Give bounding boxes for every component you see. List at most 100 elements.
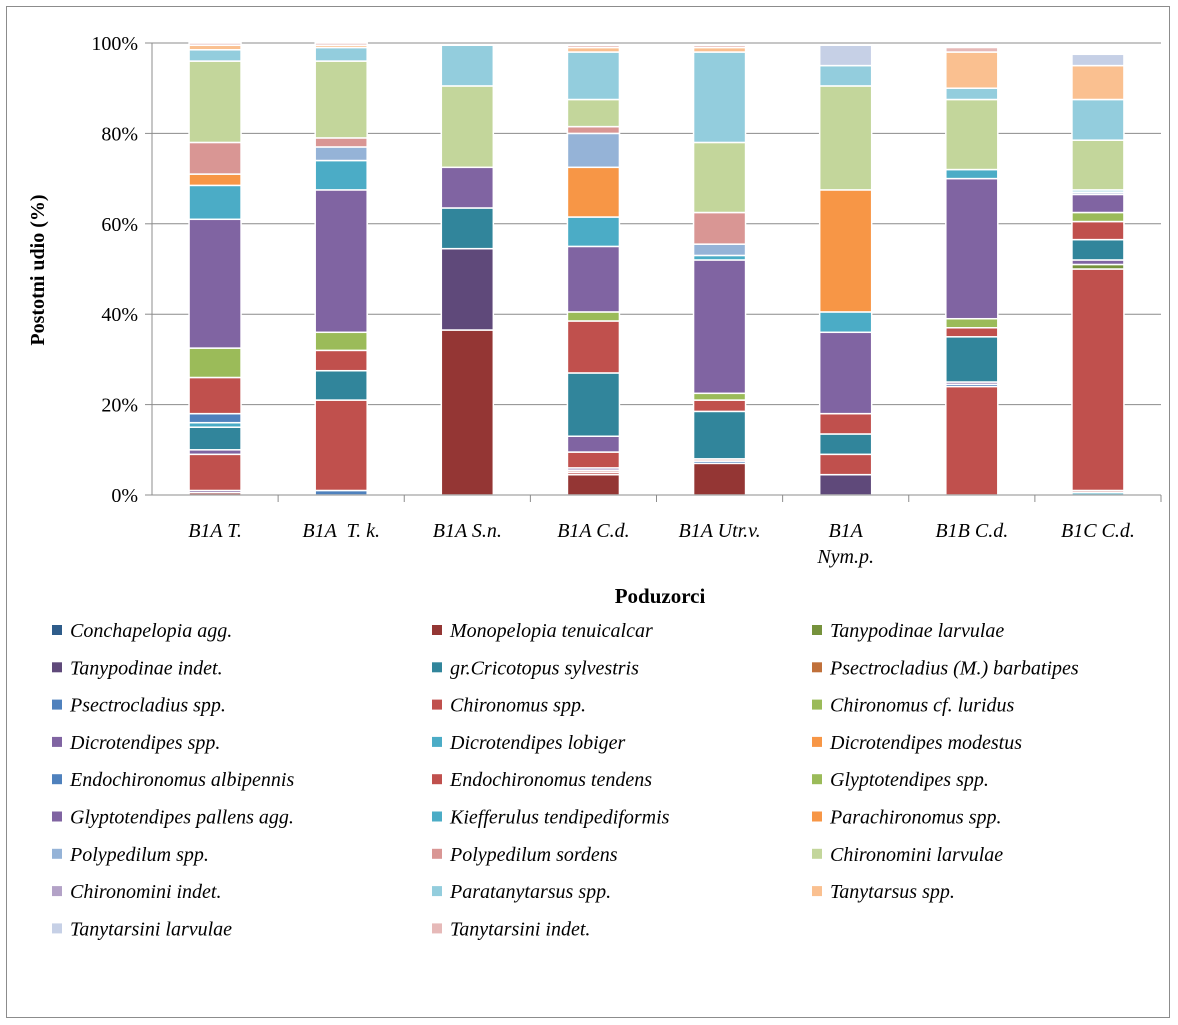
x-tick-label: B1A C.d. (557, 520, 629, 542)
legend-item: Tanypodinae larvulae (812, 620, 1004, 642)
bar-segment (1071, 220, 1125, 241)
bar-segment (692, 211, 747, 245)
y-tick-label: 60% (101, 214, 138, 236)
bar-segment (566, 473, 621, 496)
bar-segment (188, 376, 242, 415)
x-tick-label: B1A (828, 520, 863, 542)
y-axis-label: Postotni udio (%) (27, 194, 49, 345)
legend-label: Psectrocladius spp. (69, 695, 226, 717)
legend-label: Kiefferulus tendipediformis (449, 807, 670, 829)
bar-segment (188, 141, 242, 175)
legend-item: Dicrotendipes spp. (52, 732, 220, 754)
legend-label: Tanypodinae indet. (70, 657, 223, 679)
bar-segment (818, 433, 873, 456)
legend-item: Glyptotendipes pallens agg. (52, 807, 294, 829)
bar-segment (818, 189, 873, 313)
bar-segment (314, 60, 368, 139)
legend-item: Tanytarsini larvulae (52, 918, 232, 940)
bar-segment (566, 372, 621, 437)
bar-segment (566, 245, 621, 313)
x-tick-label: B1A Utr.v. (679, 520, 761, 542)
bar-segment (566, 320, 621, 374)
bar-segment (566, 125, 621, 135)
bar-segment (945, 336, 999, 383)
y-tick-label: 100% (91, 33, 138, 55)
bar-segment (1071, 53, 1125, 67)
legend-swatch (432, 923, 442, 934)
legend-swatch (52, 886, 62, 897)
legend-item: Parachironomus spp. (812, 807, 1001, 829)
legend-item: Psectrocladius spp. (52, 695, 226, 717)
legend-label: Glyptotendipes pallens agg. (70, 807, 294, 829)
x-tick-label: B1B C.d. (935, 520, 1008, 542)
bar-segment (440, 329, 495, 496)
bar-segment (188, 60, 242, 144)
legend-item: Dicrotendipes modestus (812, 732, 1022, 754)
legend-swatch (52, 736, 62, 747)
legend: Conchapelopia agg. Monopelopia tenuicalca… (52, 620, 1079, 940)
bar-segment (188, 184, 242, 221)
bar-segment (945, 327, 999, 338)
bar-segment (188, 49, 242, 62)
bar-segment (692, 410, 747, 460)
legend-label: gr.Cricotopus sylvestris (450, 657, 639, 679)
x-axis-label: Poduzorci (615, 584, 706, 608)
legend-label: Parachironomus spp. (829, 807, 1001, 829)
bar-segment (566, 451, 621, 469)
legend-swatch (52, 699, 62, 710)
legend-label: Polypedilum spp. (69, 844, 209, 866)
legend-swatch (52, 811, 62, 822)
bar-segment (818, 331, 873, 415)
legend-item: Glyptotendipes spp. (812, 769, 989, 791)
bar-segment (314, 349, 368, 372)
bar-segment (692, 51, 747, 144)
gridlines (152, 42, 1161, 496)
legend-item: Dicrotendipes lobiger (432, 732, 626, 754)
legend-label: Endochironomus albipennis (69, 769, 294, 791)
bar-segment (1071, 98, 1125, 141)
legend-swatch (432, 811, 442, 822)
legend-item: Kiefferulus tendipediformis (432, 807, 670, 829)
x-tick-label: B1A T. k. (302, 520, 380, 542)
bar-segment (188, 173, 242, 187)
bar-segment (818, 85, 873, 191)
bar-segment (314, 189, 368, 334)
legend-label: Conchapelopia agg. (70, 620, 232, 642)
bar-segment (188, 412, 242, 424)
bar-segment (818, 473, 873, 496)
legend-swatch (812, 736, 822, 747)
legend-swatch (432, 736, 442, 747)
legend-label: Chironomini larvulae (830, 844, 1003, 866)
legend-swatch (52, 625, 62, 635)
legend-swatch (432, 886, 442, 897)
legend-item: Endochironomus albipennis (52, 769, 294, 791)
legend-swatch (432, 848, 442, 859)
bar-segment (566, 51, 621, 101)
legend-swatch (52, 848, 62, 859)
legend-item: gr.Cricotopus sylvestris (432, 657, 639, 679)
legend-label: Dicrotendipes lobiger (449, 732, 626, 754)
bar-segment (440, 166, 495, 209)
bar-segment (1071, 211, 1125, 223)
axes: 0% 20% 40% 60% 80% 100% B1A T. B1A T. k. B1A S.n… (91, 33, 1162, 568)
y-tick-label: 80% (101, 123, 138, 145)
bar-segment (818, 44, 873, 67)
legend-swatch (432, 625, 442, 635)
y-tick-label: 40% (101, 304, 138, 326)
legend-swatch (812, 774, 822, 785)
legend-item: Chironomus spp. (432, 695, 586, 717)
legend-label: Polypedilum sordens (449, 844, 618, 866)
legend-item: Monopelopia tenuicalcar (432, 620, 653, 642)
legend-label: Endochironomus tendens (449, 769, 652, 791)
y-tick-label: 0% (111, 485, 138, 507)
bar-segment (692, 259, 747, 395)
legend-swatch (812, 811, 822, 822)
bar-segment (188, 42, 242, 47)
bar-segment (566, 44, 621, 49)
legend-item: Polypedilum sordens (432, 844, 618, 866)
y-tick-label: 20% (101, 395, 138, 417)
bar-segment (692, 141, 747, 214)
bar-segment (1071, 268, 1125, 492)
legend-swatch (812, 848, 822, 859)
legend-item: Chironomini indet. (52, 881, 221, 903)
